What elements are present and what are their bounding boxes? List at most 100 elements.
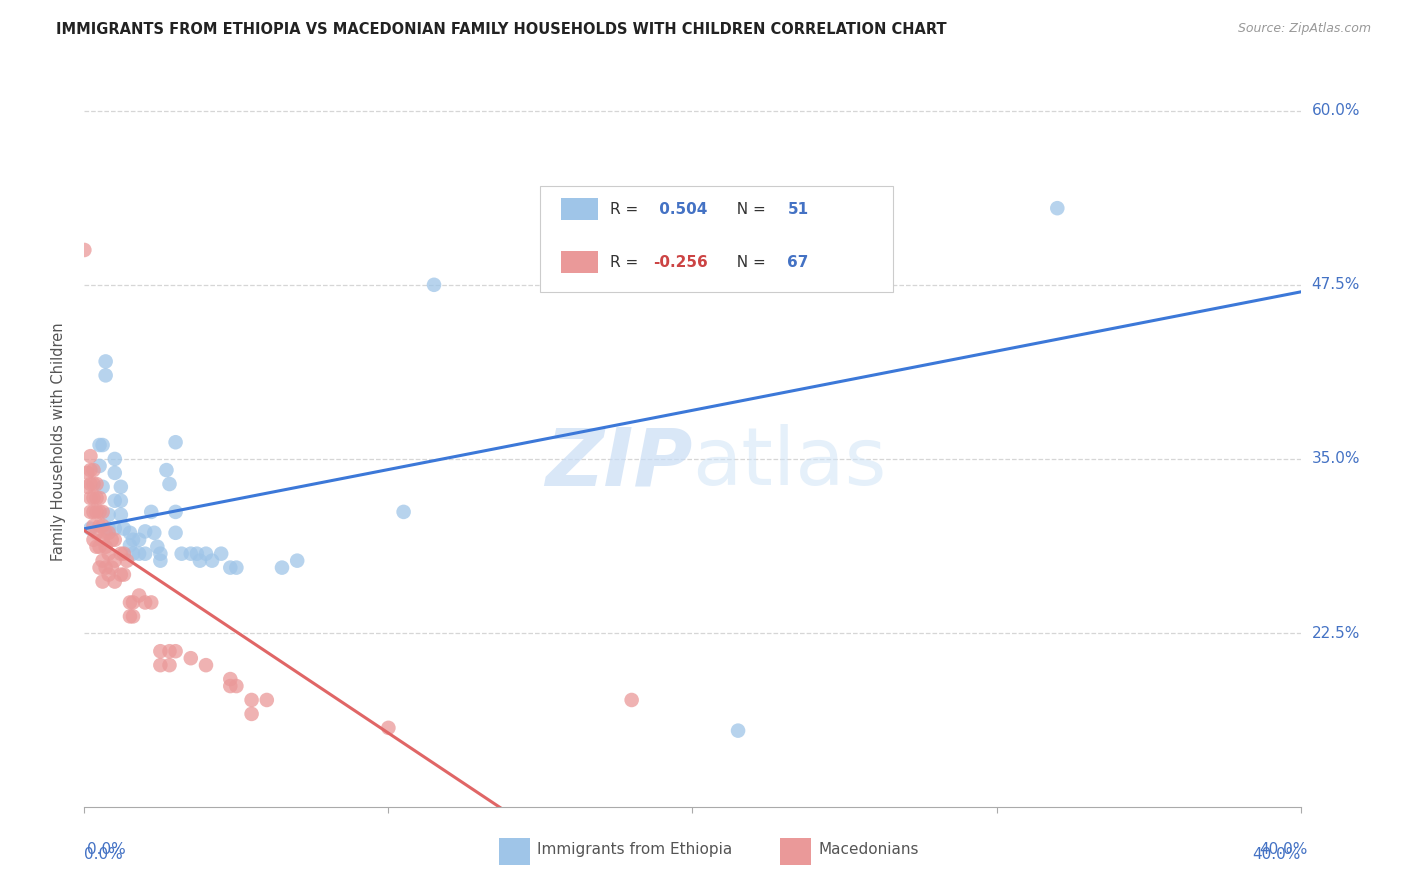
Text: 40.0%: 40.0% [1253, 847, 1301, 863]
Point [110, 493, 132, 508]
Point [149, 547, 172, 561]
Point [76, 480, 98, 494]
Point [240, 706, 263, 721]
Text: R =: R = [610, 202, 643, 217]
Text: 22.5%: 22.5% [1312, 625, 1360, 640]
Point [194, 658, 218, 673]
Text: 60.0%: 60.0% [1312, 103, 1360, 118]
Point [118, 609, 141, 624]
Point [91, 574, 114, 589]
Text: Immigrants from Ethiopia: Immigrants from Ethiopia [537, 842, 733, 856]
Point [727, 723, 749, 738]
Text: N =: N = [727, 255, 770, 270]
Point [110, 567, 132, 582]
Point [155, 463, 177, 477]
Text: 0.0%: 0.0% [87, 842, 127, 856]
Text: 51: 51 [787, 202, 808, 217]
Text: IMMIGRANTS FROM ETHIOPIA VS MACEDONIAN FAMILY HOUSEHOLDS WITH CHILDREN CORRELATI: IMMIGRANTS FROM ETHIOPIA VS MACEDONIAN F… [56, 22, 946, 37]
Point [89, 491, 111, 505]
Point [188, 554, 211, 568]
FancyBboxPatch shape [499, 838, 530, 865]
Point [112, 522, 135, 536]
Point [97, 567, 120, 582]
Point [89, 438, 111, 452]
Point [165, 525, 187, 540]
Point [100, 533, 122, 547]
Point [79, 491, 101, 505]
Point [219, 672, 242, 686]
Point [82, 491, 104, 505]
Point [79, 463, 101, 477]
Point [159, 477, 181, 491]
Point [201, 554, 224, 568]
Point [104, 533, 127, 547]
Point [79, 522, 101, 536]
Point [89, 505, 111, 519]
Point [122, 533, 145, 547]
Point [115, 554, 138, 568]
Text: 67: 67 [787, 255, 808, 270]
Point [285, 554, 308, 568]
Point [110, 508, 132, 522]
Point [100, 560, 122, 574]
Point [1046, 201, 1069, 215]
Point [134, 595, 156, 609]
Text: 0.504: 0.504 [654, 202, 707, 217]
FancyBboxPatch shape [561, 198, 598, 220]
Point [134, 547, 156, 561]
Point [89, 458, 111, 473]
Point [180, 547, 202, 561]
Point [863, 208, 886, 222]
Point [180, 651, 202, 665]
Point [104, 452, 127, 467]
Point [86, 525, 108, 540]
Point [122, 609, 145, 624]
Point [110, 547, 132, 561]
Point [128, 533, 150, 547]
Point [82, 518, 104, 533]
Text: Macedonians: Macedonians [818, 842, 918, 856]
Point [86, 491, 108, 505]
Point [94, 525, 117, 540]
Point [240, 693, 263, 707]
Point [97, 547, 120, 561]
Point [104, 554, 127, 568]
Text: 47.5%: 47.5% [1312, 277, 1360, 293]
FancyBboxPatch shape [561, 252, 598, 273]
Point [91, 518, 114, 533]
Point [97, 508, 120, 522]
Point [128, 547, 150, 561]
Text: Source: ZipAtlas.com: Source: ZipAtlas.com [1237, 22, 1371, 36]
Point [112, 547, 135, 561]
Point [159, 658, 181, 673]
Text: 0.0%: 0.0% [84, 847, 124, 863]
Point [149, 554, 172, 568]
Point [89, 540, 111, 554]
Point [97, 522, 120, 536]
Point [110, 480, 132, 494]
Y-axis label: Family Households with Children: Family Households with Children [51, 322, 66, 561]
Point [128, 589, 150, 603]
Point [91, 554, 114, 568]
Point [79, 449, 101, 463]
Point [82, 463, 104, 477]
Point [97, 525, 120, 540]
Text: atlas: atlas [693, 425, 887, 502]
Point [271, 560, 294, 574]
Point [165, 644, 187, 658]
Point [118, 538, 141, 552]
Point [186, 547, 208, 561]
Point [104, 522, 127, 536]
Point [82, 505, 104, 519]
Point [620, 693, 643, 707]
Point [256, 693, 278, 707]
Point [112, 567, 135, 582]
Point [159, 644, 181, 658]
Text: ZIP: ZIP [546, 425, 693, 502]
Point [104, 466, 127, 480]
Text: 35.0%: 35.0% [1312, 451, 1360, 467]
Point [423, 277, 446, 292]
Point [89, 560, 111, 574]
Point [91, 480, 114, 494]
Point [225, 679, 247, 693]
